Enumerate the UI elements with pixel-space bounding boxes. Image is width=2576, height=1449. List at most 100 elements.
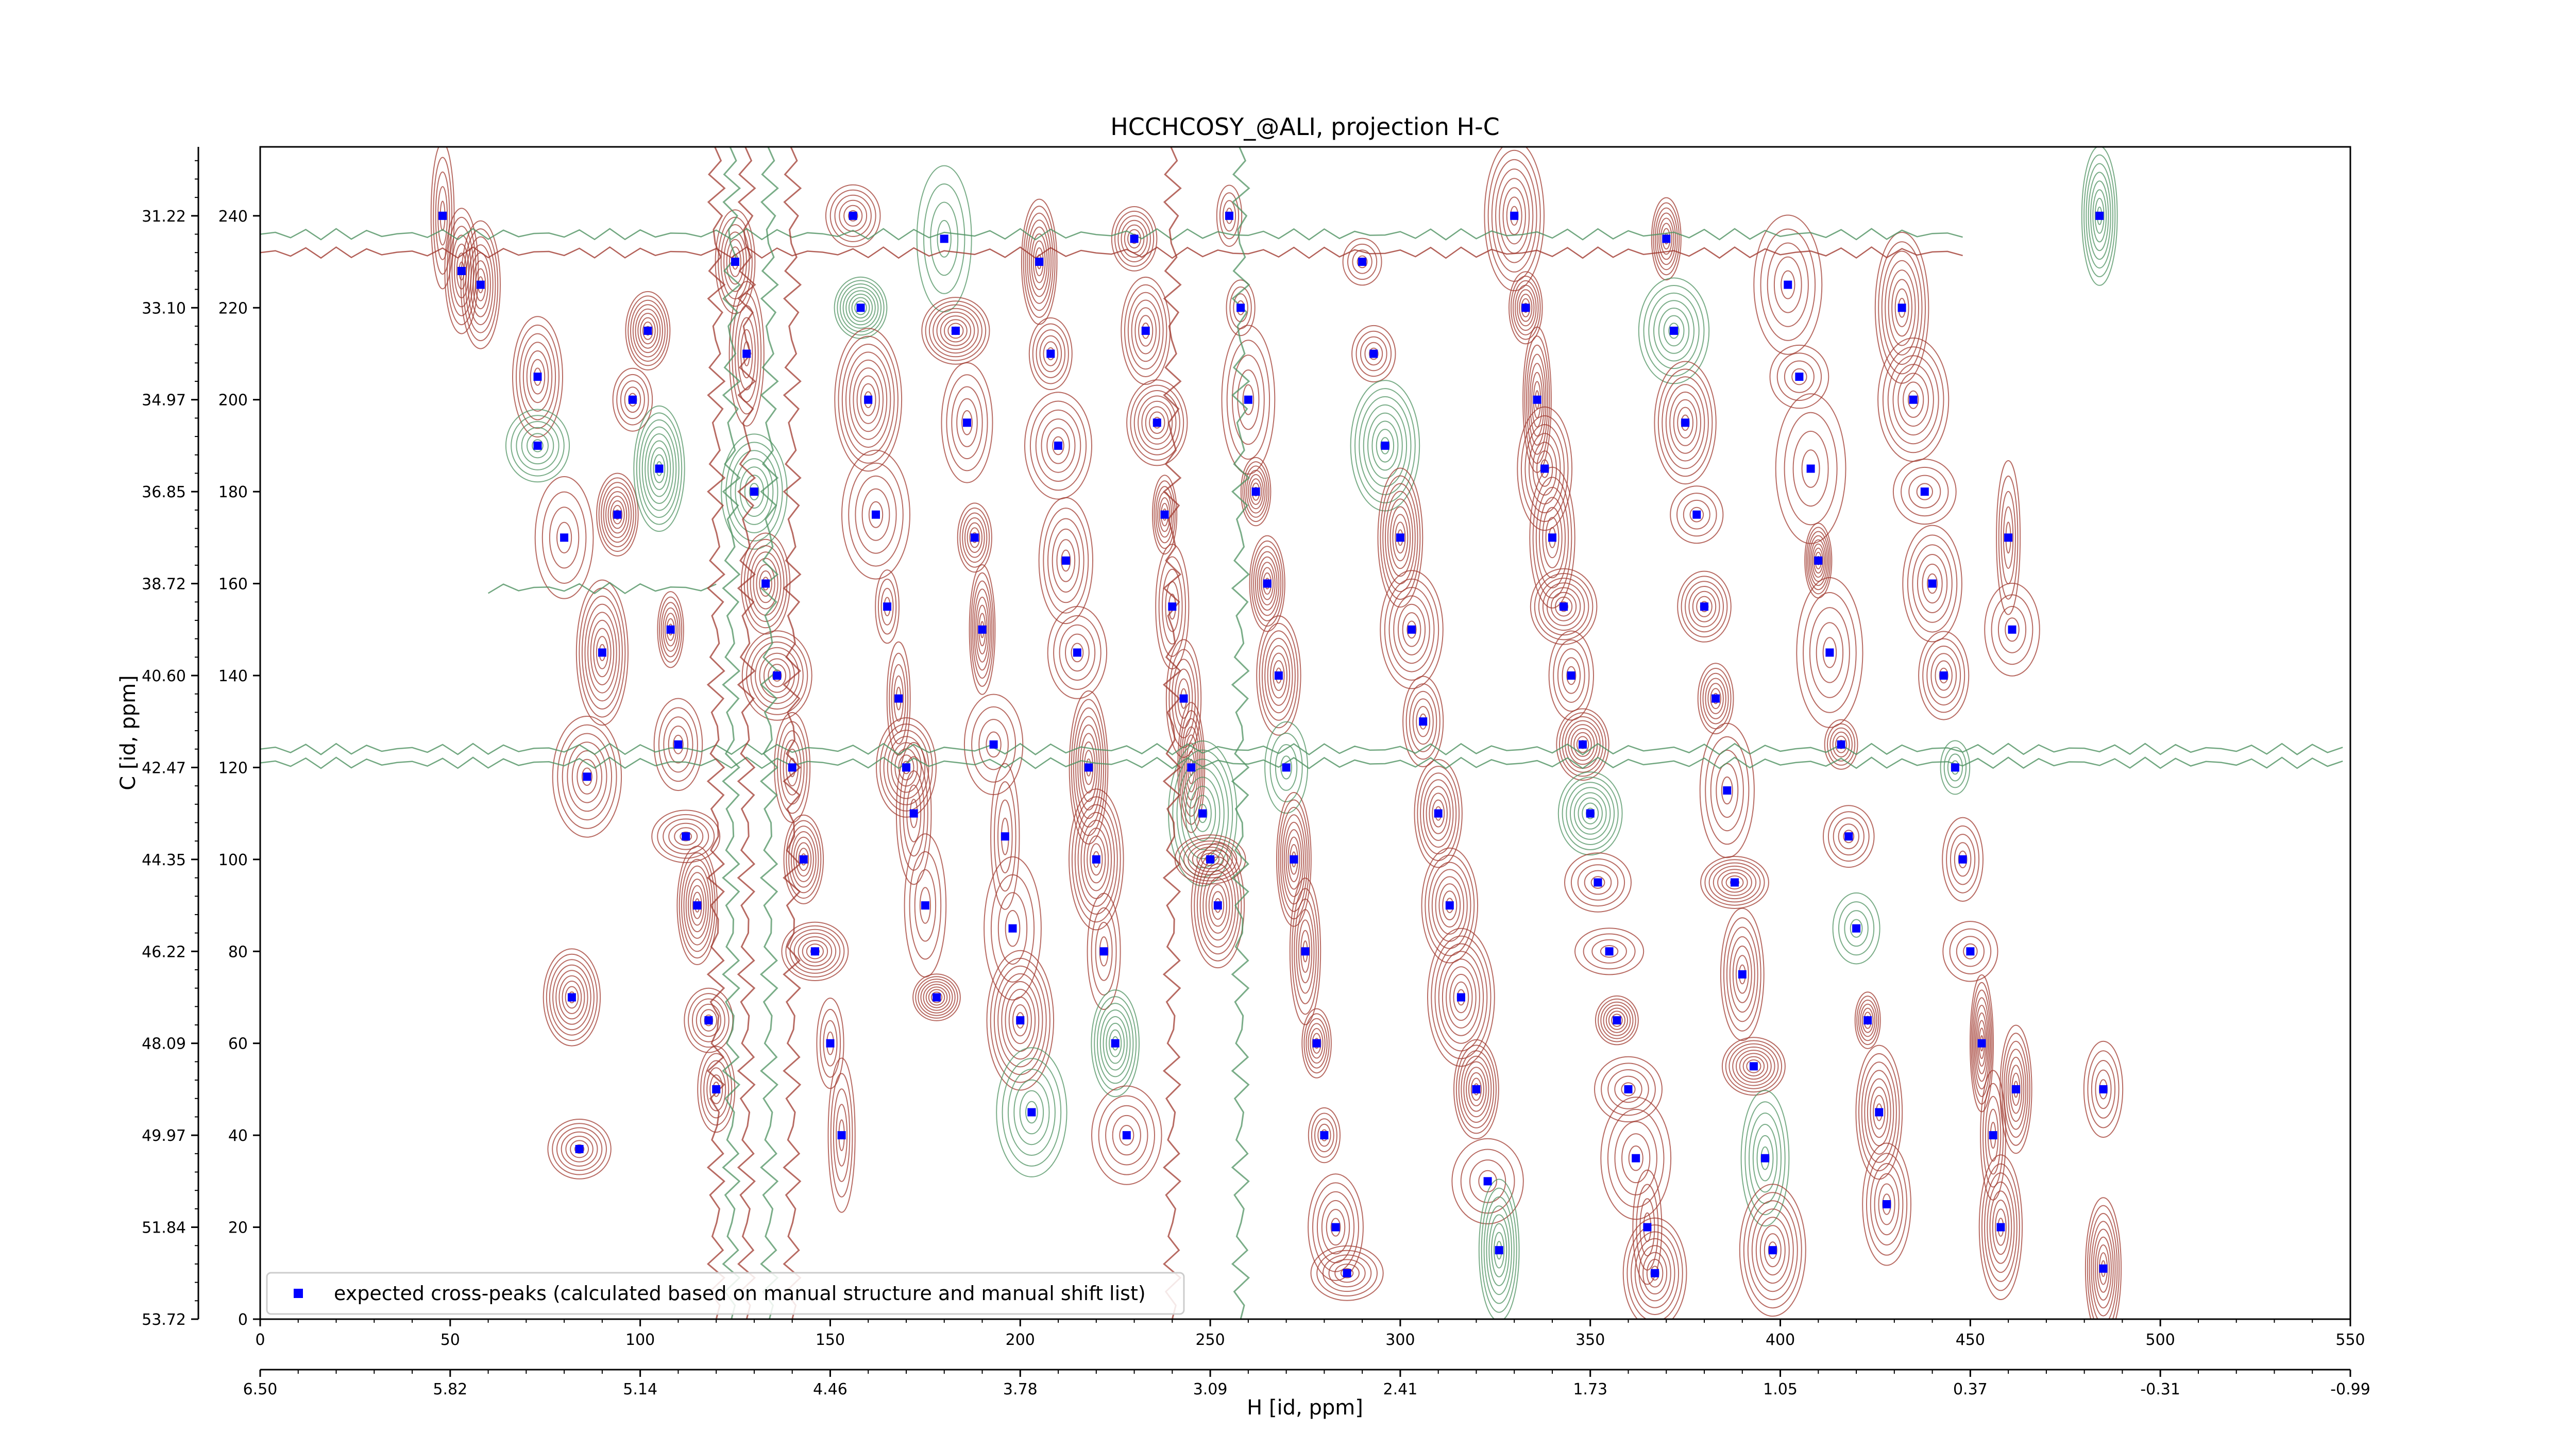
contour-ring: [1534, 573, 1594, 641]
contour-ring: [1582, 802, 1599, 824]
contour-ring: [990, 763, 1020, 910]
contour-ring: [1658, 308, 1690, 354]
contour-ring: [997, 799, 1013, 873]
contour-ring: [1866, 1153, 1908, 1256]
contour-streak: [722, 147, 741, 1319]
contour-ring: [1005, 910, 1021, 947]
contour-ring: [1242, 384, 1255, 415]
cross-peak-marker: [2004, 533, 2013, 542]
contour-ring: [930, 991, 943, 1003]
cross-peak-marker: [583, 772, 591, 781]
contour-ring: [577, 759, 598, 795]
contour-ring: [546, 953, 598, 1041]
contour-ring: [1892, 459, 1957, 525]
contour-ring: [1844, 910, 1869, 947]
contour-ring: [856, 375, 880, 424]
contour-ring: [1028, 317, 1073, 391]
contour-ring: [1855, 1044, 1903, 1180]
contour-ring: [1081, 741, 1096, 794]
contour-ridge: [260, 228, 1963, 241]
x-ppm-tick-label: 3.09: [1193, 1380, 1228, 1399]
cross-peak-marker: [1510, 211, 1519, 220]
contour-ring: [1409, 690, 1437, 752]
contour-ring: [1984, 582, 2040, 677]
contour-ring: [1705, 678, 1726, 719]
contour-ring: [1061, 549, 1071, 572]
contour-ring: [1553, 639, 1590, 712]
cross-peak-marker: [476, 280, 485, 289]
contour-ring: [1996, 460, 2021, 615]
contour-ring: [798, 936, 833, 967]
contour-ring: [732, 293, 762, 415]
contour-ring: [1019, 1090, 1044, 1135]
contour-ring: [2091, 1221, 2116, 1317]
contour-ring: [703, 1060, 730, 1119]
contour-ring: [1340, 1268, 1354, 1278]
contour-ring: [793, 836, 814, 882]
contour-ring: [1702, 672, 1729, 724]
cross-peak-marker: [1369, 349, 1378, 358]
contour-ring: [1296, 909, 1315, 994]
contour-ring: [674, 827, 698, 846]
contour-ring: [1972, 989, 1991, 1097]
contour-ring: [849, 359, 888, 440]
contour-ring: [601, 482, 634, 548]
contour-ring: [1810, 539, 1826, 582]
contour-ring: [1813, 547, 1824, 574]
cross-peak-marker: [1381, 441, 1389, 450]
contour-ring: [1530, 568, 1598, 645]
cross-peak-marker: [1122, 1131, 1131, 1140]
contour-ring: [1710, 688, 1721, 710]
x-ppm-tick-label: -0.99: [2330, 1380, 2370, 1399]
contour-ring: [1832, 731, 1850, 757]
contour-ring: [1222, 200, 1236, 232]
cross-peak-marker: [788, 763, 796, 772]
contour-ring: [855, 475, 897, 554]
contour-ring: [530, 359, 546, 395]
contour-ring: [1598, 998, 1636, 1042]
contour-ring: [1775, 393, 1846, 544]
contour-ring: [1827, 811, 1870, 862]
contour-ring: [692, 998, 725, 1042]
contour-ring: [1902, 525, 1962, 643]
contour-ring: [768, 664, 787, 687]
contour-ring: [1012, 1004, 1028, 1037]
contour-ring: [1298, 919, 1313, 984]
contour-ring: [1862, 1142, 1912, 1266]
contour-ring: [833, 1088, 851, 1182]
contour-ring: [1039, 335, 1062, 373]
contour-ring: [565, 1136, 594, 1162]
cross-peak-marker: [1092, 855, 1100, 864]
contour-ring: [1816, 622, 1844, 683]
contour-ring: [1073, 707, 1105, 828]
contour-ring: [726, 239, 744, 285]
cross-peak-marker: [1579, 740, 1587, 749]
contour-ring: [2003, 1040, 2028, 1138]
cross-peak-marker: [1939, 671, 1948, 680]
contour-ring: [1131, 299, 1160, 362]
contour-ring: [997, 973, 1043, 1068]
cross-peak-marker: [1206, 855, 1215, 864]
cross-peak-marker: [1909, 395, 1918, 404]
contour-ring: [1458, 1050, 1495, 1128]
cross-peak-marker: [951, 326, 960, 335]
contour-ring: [1097, 1003, 1134, 1084]
contour-ring: [889, 652, 909, 745]
contour-ring: [1943, 747, 1967, 788]
cross-peak-marker: [1670, 326, 1678, 335]
contour-ring: [1121, 220, 1148, 258]
contour-ring: [465, 236, 496, 333]
contour-ring: [1382, 483, 1418, 593]
contour-ring: [596, 473, 639, 557]
cross-peak-marker: [655, 464, 664, 473]
cross-peak-marker: [773, 671, 782, 680]
contour-ring: [1069, 788, 1124, 931]
cross-peak-marker: [1548, 533, 1556, 542]
contour-ring: [1208, 884, 1227, 927]
contour-ring: [1648, 292, 1700, 369]
contour-ring: [1453, 981, 1469, 1014]
contour-ring: [668, 822, 704, 850]
contour-ring: [1662, 376, 1709, 469]
contour-ring: [1435, 876, 1465, 935]
contour-ring: [1090, 843, 1103, 876]
